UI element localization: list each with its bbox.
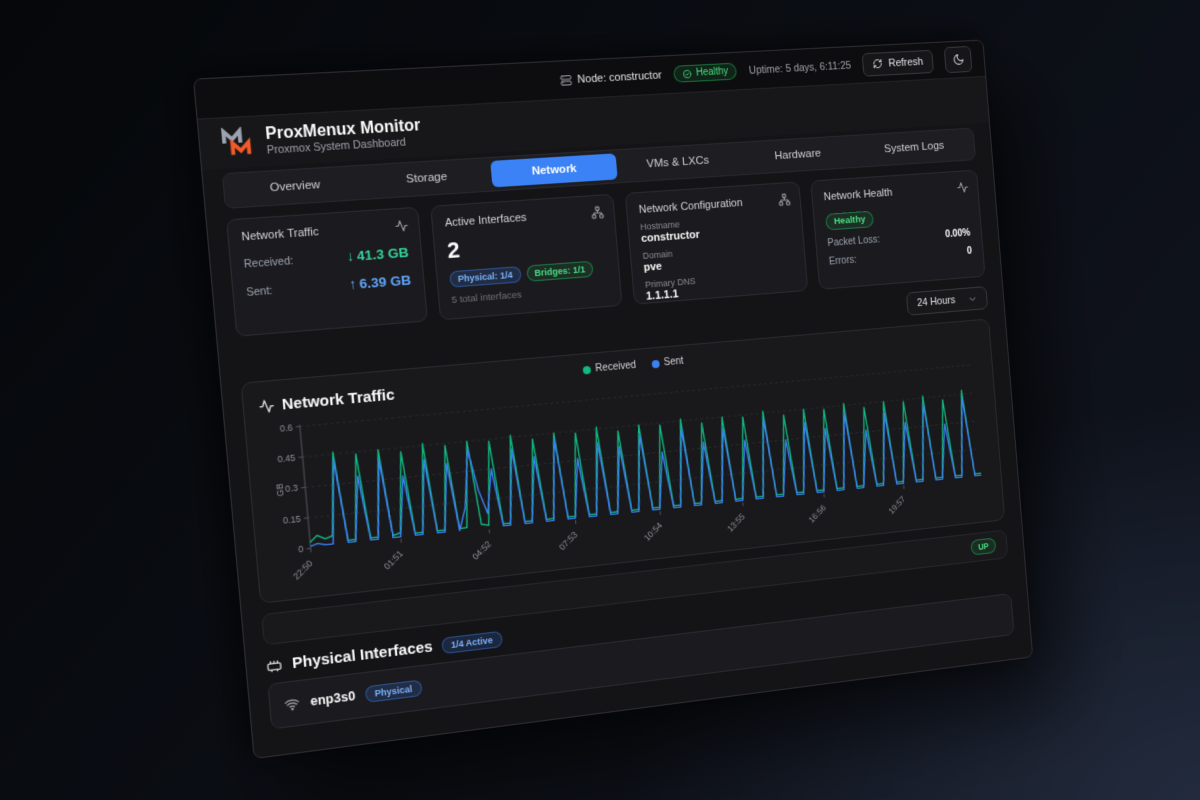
svg-text:22:50: 22:50 xyxy=(291,558,315,582)
network-icon xyxy=(591,205,605,219)
card-title: Network Traffic xyxy=(240,225,320,244)
packet-loss-label: Packet Loss: xyxy=(827,234,881,250)
activity-icon xyxy=(956,181,969,194)
dashboard-window: Node: constructor Healthy Uptime: 5 days… xyxy=(192,39,1034,760)
svg-text:0.3: 0.3 xyxy=(285,483,299,494)
network-traffic-card: Network Traffic Received: ↓ 41.3 GB Sent… xyxy=(225,206,428,337)
hostname-row: Hostname constructor xyxy=(640,212,792,245)
packet-loss-row: Packet Loss: 0.00% xyxy=(827,228,971,249)
moon-icon xyxy=(952,53,965,66)
server-icon xyxy=(559,74,572,87)
card-title: Active Interfaces xyxy=(444,211,528,230)
active-interfaces-card: Active Interfaces 2 Physical: 1/4 Bridge… xyxy=(430,193,623,321)
arrow-up-icon: ↑ xyxy=(348,276,357,293)
wifi-icon xyxy=(283,695,300,712)
arrow-down-icon: ↓ xyxy=(346,248,355,265)
tab-system-logs[interactable]: System Logs xyxy=(883,139,945,156)
network-traffic-chart-card: Network Traffic Received Sent 0 0.15 0.3 0.… xyxy=(240,318,1006,604)
received-label: Received: xyxy=(243,254,294,271)
chevron-down-icon xyxy=(967,293,978,304)
theme-toggle-button[interactable] xyxy=(943,45,973,74)
svg-text:0: 0 xyxy=(298,544,304,555)
svg-text:0.45: 0.45 xyxy=(277,453,296,465)
tab-storage[interactable]: Storage xyxy=(405,170,448,186)
app-titles: ProxMenux Monitor Proxmox System Dashboa… xyxy=(265,117,423,157)
refresh-icon xyxy=(873,58,884,69)
chart-title: Network Traffic xyxy=(281,385,396,414)
errors-value: 0 xyxy=(966,245,973,257)
time-range-select[interactable]: 24 Hours xyxy=(906,286,989,316)
network-configuration-card: Network Configuration Hostname construct… xyxy=(624,181,809,305)
total-interfaces-label: 5 total interfaces xyxy=(451,289,523,307)
tab-overview[interactable]: Overview xyxy=(269,178,321,195)
active-interfaces-count: 2 xyxy=(446,236,461,264)
dns-row: Primary DNS 1.1.1.1 xyxy=(645,268,796,303)
proxmenux-logo xyxy=(218,126,257,160)
svg-text:07:53: 07:53 xyxy=(557,530,579,553)
network-health-card: Network Health Healthy Packet Loss: 0.00… xyxy=(810,169,986,290)
svg-text:0.15: 0.15 xyxy=(282,514,301,526)
svg-text:16:56: 16:56 xyxy=(807,503,828,525)
refresh-button[interactable]: Refresh xyxy=(862,49,935,77)
interface-type-badge: Physical xyxy=(364,679,423,703)
tab-vms-lxcs[interactable]: VMs & LXCs xyxy=(646,154,710,171)
health-status-row: Healthy xyxy=(825,202,969,231)
svg-text:13:55: 13:55 xyxy=(725,511,746,533)
received-row: Received: ↓ 41.3 GB xyxy=(243,245,409,272)
active-count-badge: 1/4 Active xyxy=(441,630,503,654)
activity-icon xyxy=(258,397,275,414)
sent-label: Sent: xyxy=(245,284,273,299)
time-range-value: 24 Hours xyxy=(916,294,956,310)
health-status-badge: Healthy xyxy=(825,210,875,231)
tab-network[interactable]: Network xyxy=(489,153,618,188)
tab-hardware[interactable]: Hardware xyxy=(774,147,822,163)
card-title: Network Health xyxy=(823,186,893,204)
up-badge: UP xyxy=(970,537,997,556)
errors-row: Errors: 0 xyxy=(829,246,973,268)
health-badge-label: Healthy xyxy=(695,66,729,79)
uptime-label: Uptime: 5 days, 6:11:25 xyxy=(748,59,852,77)
node-info: Node: constructor xyxy=(559,69,662,86)
activity-icon xyxy=(394,219,408,233)
node-label: Node: constructor xyxy=(576,68,663,86)
traffic-line-chart: 0 0.15 0.3 0.45 0.6 GB 22:50 01:51 04:52 07:53 10:… xyxy=(274,357,991,582)
interface-badges: Physical: 1/4 Bridges: 1/1 xyxy=(449,260,607,288)
refresh-label: Refresh xyxy=(887,55,924,69)
interface-name: enp3s0 xyxy=(309,688,356,709)
health-badge: Healthy xyxy=(673,62,738,83)
physical-count-badge: Physical: 1/4 xyxy=(449,266,522,288)
check-circle-icon xyxy=(682,68,692,78)
svg-text:GB: GB xyxy=(274,483,286,497)
errors-label: Errors: xyxy=(828,254,858,268)
network-icon xyxy=(778,193,791,207)
svg-text:0.6: 0.6 xyxy=(279,422,293,433)
svg-text:01:51: 01:51 xyxy=(382,548,405,571)
received-value: ↓ 41.3 GB xyxy=(346,244,410,265)
packet-loss-value: 0.00% xyxy=(944,227,971,241)
ethernet-port-icon xyxy=(265,656,283,675)
svg-text:19:57: 19:57 xyxy=(887,494,908,516)
sent-value: ↑ 6.39 GB xyxy=(348,272,412,293)
svg-text:10:54: 10:54 xyxy=(642,520,664,542)
bridges-count-badge: Bridges: 1/1 xyxy=(525,260,594,282)
sent-row: Sent: ↑ 6.39 GB xyxy=(246,272,412,300)
domain-row: Domain pve xyxy=(642,240,793,274)
svg-text:04:52: 04:52 xyxy=(470,539,493,562)
